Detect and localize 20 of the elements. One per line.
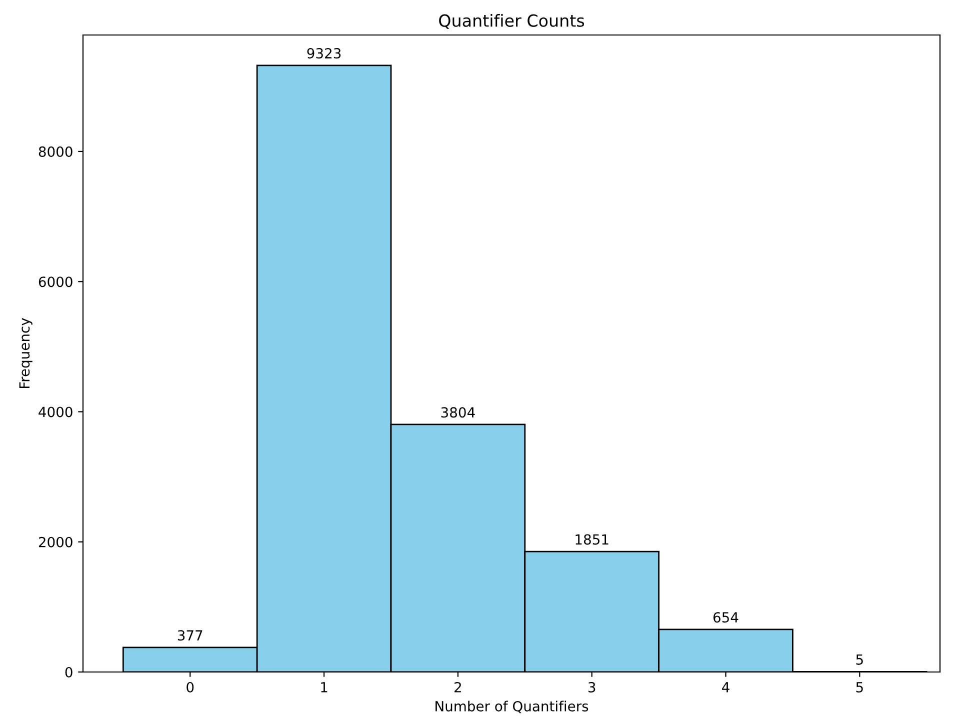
y-tick-label: 2000 — [38, 536, 72, 548]
y-axis-title: Frequency — [19, 318, 32, 388]
chart-title: Quantifier Counts — [439, 14, 584, 29]
x-axis-title: Number of Quantifiers — [436, 700, 588, 714]
data-label: 654 — [713, 612, 738, 623]
data-label: 9323 — [307, 48, 341, 59]
y-tick-label: 8000 — [38, 146, 72, 157]
y-tick-label: 4000 — [38, 406, 72, 418]
y-tick-label: 6000 — [38, 276, 72, 288]
y-tick-label: 0 — [65, 666, 72, 678]
data-label: 5 — [856, 654, 863, 665]
x-tick-label: 4 — [722, 682, 730, 692]
x-tick-label: 3 — [588, 682, 596, 692]
data-label: 3804 — [441, 407, 475, 418]
data-label: 1851 — [576, 534, 608, 545]
x-tick-label: 5 — [856, 682, 863, 692]
x-tick-label: 0 — [186, 682, 194, 692]
x-tick-label: 1 — [321, 682, 328, 692]
data-label: 377 — [178, 630, 202, 641]
x-tick-label: 2 — [454, 682, 461, 692]
